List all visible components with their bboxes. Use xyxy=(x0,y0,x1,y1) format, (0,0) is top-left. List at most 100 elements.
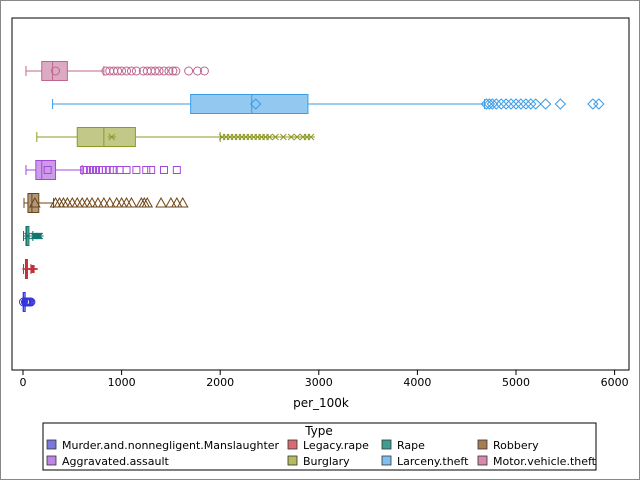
outlier-marker xyxy=(142,166,151,174)
outlier-marker xyxy=(110,196,123,208)
x-axis: 0 1000 2000 3000 4000 5000 6000 xyxy=(20,370,629,389)
outlier-marker xyxy=(120,196,133,208)
legend-swatch xyxy=(477,455,488,466)
box-legacy-rape xyxy=(22,259,38,279)
box-murder-and-nonnegligent-manslaughter xyxy=(18,292,36,312)
outlier-marker xyxy=(122,66,132,76)
legend-entries: Murder.and.nonnegligent.Manslaughter Lega… xyxy=(46,439,597,468)
legend-entry: Rape xyxy=(381,439,425,452)
outlier-marker xyxy=(170,196,183,208)
box-burglary xyxy=(36,127,315,147)
outlier-marker xyxy=(554,98,567,110)
legend-box xyxy=(42,422,597,471)
outlier-marker xyxy=(480,98,493,110)
outlier-marker xyxy=(35,232,44,240)
mean-marker xyxy=(51,66,61,76)
outlier-marker xyxy=(147,166,156,174)
outlier-marker xyxy=(71,196,84,208)
outlier-marker xyxy=(76,196,89,208)
box-group xyxy=(18,61,605,312)
legend-label: Murder.and.nonnegligent.Manslaughter xyxy=(62,439,280,452)
mean-marker xyxy=(28,196,41,208)
outlier-marker xyxy=(29,265,38,273)
outlier-marker xyxy=(510,98,522,110)
legend-swatch xyxy=(381,439,392,450)
legend-label: Legacy.rape xyxy=(303,439,369,452)
legend-label: Rape xyxy=(397,439,425,452)
legend-title: Type xyxy=(304,424,333,438)
box-iqr xyxy=(35,160,57,180)
outlier-marker xyxy=(115,196,128,208)
x-tick-label: 1000 xyxy=(108,376,136,389)
legend-swatch xyxy=(287,439,298,450)
plot-area xyxy=(11,17,630,371)
outlier-marker xyxy=(66,196,79,208)
box-robbery xyxy=(23,193,189,213)
outlier-marker xyxy=(483,98,496,110)
outlier-marker xyxy=(165,196,177,208)
x-tick-label: 5000 xyxy=(502,376,530,389)
outlier-marker xyxy=(172,166,181,174)
box-motor-vehicle-theft xyxy=(25,61,209,81)
outlier-marker xyxy=(271,133,280,141)
box-rape xyxy=(22,226,44,246)
x-tick-label: 0 xyxy=(20,376,27,389)
outlier-marker xyxy=(306,133,315,141)
legend-entry: Legacy.rape xyxy=(287,439,369,452)
outlier-marker xyxy=(86,196,98,208)
outlier-marker xyxy=(92,196,104,208)
outlier-marker xyxy=(159,166,168,174)
legend-label: Burglary xyxy=(303,455,350,468)
legend-label: Larceny.theft xyxy=(397,455,469,468)
outlier-marker xyxy=(279,133,288,141)
legend-entry: Motor.vehicle.theft xyxy=(477,455,597,468)
legend-swatch xyxy=(381,455,392,466)
outlier-marker xyxy=(193,66,203,76)
legend-entry: Burglary xyxy=(287,455,350,468)
outlier-marker xyxy=(490,98,502,110)
box-iqr xyxy=(76,127,136,147)
legend-swatch xyxy=(287,455,298,466)
outlier-marker xyxy=(103,196,116,208)
outlier-marker xyxy=(117,66,127,76)
outlier-marker xyxy=(154,66,164,76)
outlier-marker xyxy=(155,196,167,208)
outlier-marker xyxy=(171,66,181,76)
outlier-marker xyxy=(168,66,178,76)
outlier-marker xyxy=(520,98,532,110)
legend-label: Motor.vehicle.theft xyxy=(493,455,597,468)
outlier-marker xyxy=(500,98,512,110)
legend-entry: Larceny.theft xyxy=(381,455,469,468)
outlier-marker xyxy=(132,166,141,174)
x-tick-label: 4000 xyxy=(403,376,431,389)
outlier-marker xyxy=(539,98,552,110)
outlier-marker xyxy=(587,98,599,110)
outlier-marker xyxy=(150,66,160,76)
outlier-marker xyxy=(113,66,123,76)
box-iqr xyxy=(41,61,68,81)
box-aggravated-assault xyxy=(25,160,181,180)
box-iqr xyxy=(27,193,40,213)
outlier-marker xyxy=(164,66,174,76)
outlier-marker xyxy=(486,98,499,110)
outlier-marker xyxy=(122,166,131,174)
outlier-marker xyxy=(515,98,527,110)
legend-entry: Robbery xyxy=(477,439,539,452)
outlier-marker xyxy=(530,98,542,110)
legend-entry: Aggravated.assault xyxy=(46,455,170,468)
outlier-marker xyxy=(131,66,141,76)
legend-swatch xyxy=(477,439,488,450)
outlier-marker xyxy=(176,196,189,208)
mean-marker xyxy=(43,166,52,174)
outlier-marker xyxy=(159,66,169,76)
x-tick-label: 6000 xyxy=(601,376,629,389)
outlier-marker xyxy=(26,297,36,307)
outlier-marker xyxy=(593,98,605,110)
box-larceny-theft xyxy=(52,94,605,114)
legend-entry: Murder.and.nonnegligent.Manslaughter xyxy=(46,439,280,452)
outlier-marker xyxy=(184,66,194,76)
mean-marker xyxy=(249,98,262,110)
outlier-marker xyxy=(126,66,136,76)
outlier-marker xyxy=(98,196,110,208)
